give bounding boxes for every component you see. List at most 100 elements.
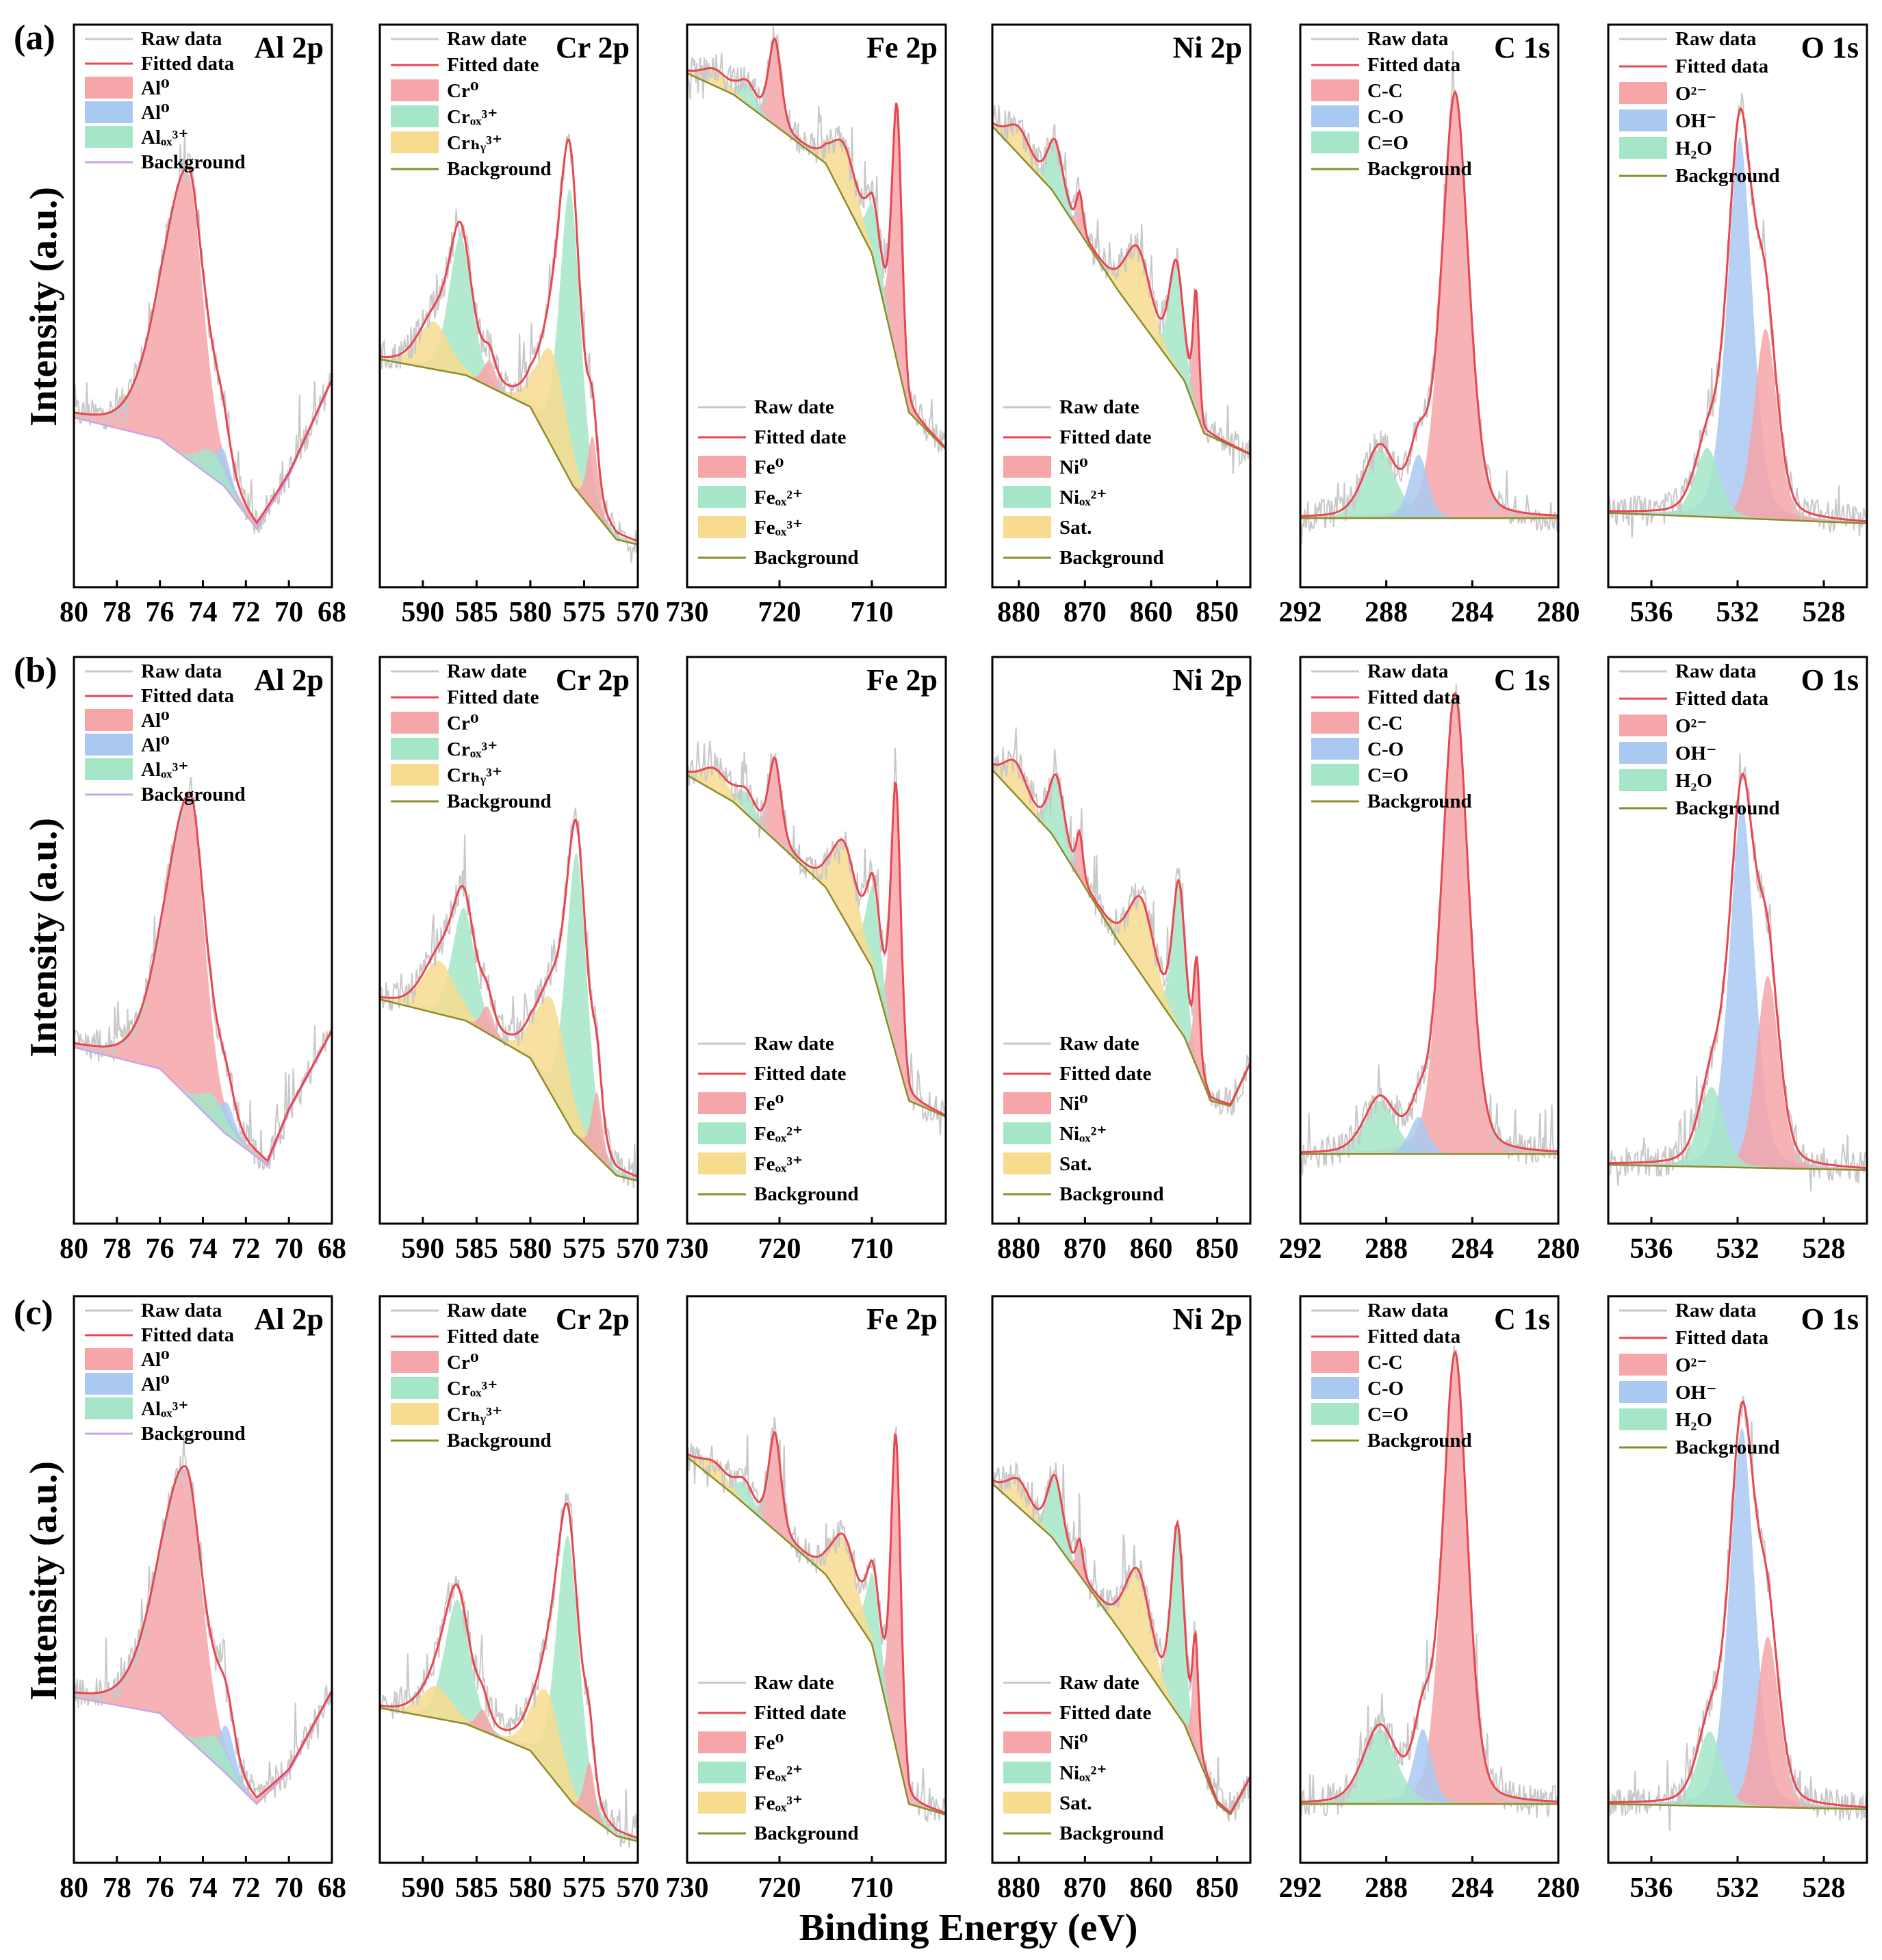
fitted-line-o-a xyxy=(1608,107,1868,523)
title-cr-b: Cr 2p xyxy=(556,663,630,697)
legend-swatch-al-b-3 xyxy=(85,734,133,756)
legend-label-al-b-4: Alₒₓ³⁺ xyxy=(141,759,189,781)
title-c-c: C 1s xyxy=(1494,1302,1550,1336)
legend-label-cr-a-1: Fitted date xyxy=(447,54,539,76)
legend-swatch-cr-b-2 xyxy=(391,712,439,734)
tick-label-ni-b-1: 870 xyxy=(1064,1233,1107,1265)
panel-al-b: Al 2p 80 78 76 74 72 70 68 Raw data Fitted data Al… xyxy=(60,656,346,1265)
background-line-cr-a xyxy=(379,358,639,546)
panel-ni-b: Ni 2p 880 870 860 850 Raw date Fitted date Ni⁰ N… xyxy=(991,656,1252,1265)
tick-label-cr-b-3: 575 xyxy=(563,1233,606,1265)
title-fe-c: Fe 2p xyxy=(866,1302,938,1336)
legend-label-o-c-3: OH⁻ xyxy=(1675,1382,1716,1404)
legend-label-o-c-5: Background xyxy=(1675,1436,1780,1458)
panel-cr-c: Cr 2p 590 585 580 575 570 Raw date Fitted date C… xyxy=(378,1295,660,1904)
legend-label-c-a-3: C-O xyxy=(1367,106,1404,128)
fitted-line-ni-b xyxy=(992,758,1252,1106)
tick-label-c-a-3: 280 xyxy=(1537,597,1580,628)
tick-label-ni-c-3: 850 xyxy=(1196,1872,1239,1904)
legend-label-cr-c-4: Crₕᵧ³⁺ xyxy=(447,1404,502,1426)
peak-al-b-0 xyxy=(74,799,332,1165)
tick-label-cr-b-0: 590 xyxy=(401,1233,444,1265)
tick-label-c-b-1: 288 xyxy=(1365,1233,1408,1265)
panel-c-c: C 1s 292 288 284 280 Raw data Fitted data C-C C-… xyxy=(1279,1295,1580,1904)
tick-label-al-c-1: 78 xyxy=(103,1872,131,1904)
tick-label-c-c-0: 292 xyxy=(1279,1872,1322,1904)
legend-label-al-c-0: Raw data xyxy=(141,1300,222,1321)
legend-swatch-fe-b-2 xyxy=(698,1092,746,1114)
peak-fe-c-3 xyxy=(687,1439,946,1815)
fitted-line-cr-c xyxy=(379,1502,639,1840)
legend-swatch-al-a-3 xyxy=(85,101,133,123)
legend-swatch-cr-a-3 xyxy=(391,105,439,127)
fitted-line-fe-a xyxy=(686,37,947,449)
legend-label-al-a-5: Background xyxy=(141,151,246,173)
legend-label-fe-b-2: Fe⁰ xyxy=(754,1093,784,1115)
raw-data-cr-b xyxy=(379,807,639,1188)
peak-ni-b-1 xyxy=(992,760,1250,1106)
legend-label-ni-a-0: Raw date xyxy=(1059,396,1139,418)
fitted-line-fe-c xyxy=(686,1430,946,1814)
fitted-line-c-b xyxy=(1300,691,1559,1154)
x-axis-label: Binding Energy (eV) xyxy=(799,1907,1138,1949)
legend-label-o-c-1: Fitted data xyxy=(1675,1327,1769,1349)
legend-swatch-o-b-2 xyxy=(1619,714,1667,736)
fitted-line-al-a xyxy=(73,166,333,525)
legend-label-fe-a-3: Feₒₓ²⁺ xyxy=(754,487,803,508)
panel-ni-a: Ni 2p 880 870 860 850 Raw date Fitted date Ni⁰ N… xyxy=(991,23,1252,628)
tick-label-o-b-1: 532 xyxy=(1716,1233,1759,1265)
y-axis-label-row-b: Intensity (a.u.) xyxy=(23,818,65,1057)
legend-label-al-b-1: Fitted data xyxy=(141,685,235,707)
panel-fe-a: Fe 2p 730 720 710 Raw date Fitted date Fe⁰ Feₒₓ… xyxy=(666,23,947,628)
tick-label-cr-a-2: 580 xyxy=(508,597,552,628)
title-o-b: O 1s xyxy=(1801,663,1859,697)
legend-swatch-fe-a-3 xyxy=(698,486,746,508)
legend-swatch-c-a-2 xyxy=(1311,79,1359,101)
title-c-b: C 1s xyxy=(1494,663,1550,697)
legend-label-fe-c-2: Fe⁰ xyxy=(754,1732,784,1754)
legend-swatch-al-b-4 xyxy=(85,758,133,780)
legend-label-ni-a-4: Sat. xyxy=(1059,517,1092,539)
legend-label-c-a-5: Background xyxy=(1367,158,1472,180)
peak-c-c-2 xyxy=(1300,1729,1558,1804)
peak-ni-b-4 xyxy=(992,769,1250,1106)
tick-label-cr-c-0: 590 xyxy=(401,1872,444,1904)
legend-swatch-al-b-2 xyxy=(85,709,133,731)
legend-label-o-b-1: Fitted data xyxy=(1675,688,1769,710)
frame-cr-a xyxy=(378,23,639,589)
panel-o-a: O 1s 536 532 528 Raw data Fitted data O²⁻ OH⁻ H₂… xyxy=(1607,23,1868,628)
legend-label-cr-b-2: Cr⁰ xyxy=(447,712,479,734)
tick-label-al-a-6: 68 xyxy=(318,597,346,628)
legend-label-o-b-0: Raw data xyxy=(1675,660,1757,682)
tick-label-al-b-6: 68 xyxy=(318,1233,346,1265)
legend-label-o-b-2: O²⁻ xyxy=(1675,715,1707,737)
legend-swatch-cr-c-3 xyxy=(391,1377,439,1399)
fitted-line-al-b xyxy=(73,792,333,1163)
background-line-o-b xyxy=(1608,1163,1867,1172)
legend-swatch-c-c-2 xyxy=(1311,1351,1359,1373)
legend-label-c-c-4: C=O xyxy=(1367,1404,1408,1426)
fitted-line-ni-a xyxy=(992,122,1251,455)
peak-fe-b-3 xyxy=(687,775,946,1117)
fitted-line-o-b xyxy=(1608,772,1868,1170)
legend-label-fe-a-0: Raw date xyxy=(754,396,834,418)
tick-label-al-b-3: 74 xyxy=(189,1233,218,1265)
legend-swatch-ni-c-4 xyxy=(1003,1792,1051,1814)
legend-label-al-a-4: Alₒₓ³⁺ xyxy=(141,127,189,149)
legend-label-fe-a-4: Feₒₓ³⁺ xyxy=(754,517,803,539)
peak-c-b-2 xyxy=(1300,1100,1558,1155)
legend-label-o-a-3: OH⁻ xyxy=(1675,110,1716,132)
background-line-cr-c xyxy=(379,1707,639,1842)
legend-label-al-b-2: Al⁰ xyxy=(141,710,170,732)
legend-label-c-b-5: Background xyxy=(1367,790,1472,812)
legend-label-al-c-5: Background xyxy=(141,1423,246,1445)
legend-swatch-o-a-3 xyxy=(1619,109,1667,131)
peak-ni-a-3 xyxy=(992,126,1250,455)
frame-ni-c xyxy=(991,1295,1252,1864)
tick-label-al-b-2: 76 xyxy=(146,1233,175,1265)
legend-label-fe-c-5: Background xyxy=(754,1822,859,1844)
row-label-c: (c) xyxy=(14,1293,53,1332)
legend-label-o-a-2: O²⁻ xyxy=(1675,83,1707,105)
legend-label-c-b-0: Raw data xyxy=(1367,660,1449,682)
